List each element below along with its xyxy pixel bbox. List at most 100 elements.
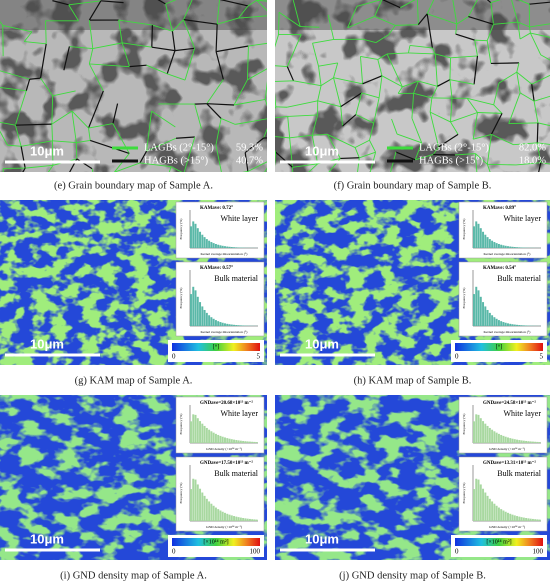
histogram-bar — [217, 244, 220, 248]
grain-boundary — [320, 77, 334, 87]
grain-boundary — [242, 171, 248, 172]
histogram-bar — [192, 414, 195, 443]
histogram-bar — [226, 323, 229, 326]
legend-label: HAGBs (>15°) — [419, 155, 484, 166]
grain-boundary — [0, 70, 30, 80]
histogram-bar — [212, 432, 215, 443]
histogram-bar — [248, 441, 251, 443]
histogram-bar — [237, 440, 240, 443]
histogram-bar — [520, 247, 523, 248]
histogram-bar — [497, 244, 500, 248]
grain-boundary — [0, 121, 16, 126]
histogram-bar — [504, 245, 507, 248]
histogram-bar — [201, 492, 204, 521]
grain-boundary — [516, 72, 521, 93]
grain-boundary — [381, 0, 401, 9]
grain-boundary — [233, 79, 248, 106]
histogram-bar — [214, 507, 217, 521]
histogram-bar — [244, 518, 247, 521]
grain-boundary — [411, 93, 415, 119]
histogram-bar — [244, 441, 247, 443]
grain-boundary — [311, 135, 319, 164]
grain-boundary — [529, 26, 531, 34]
histogram-bar — [217, 509, 220, 521]
grain-boundary — [362, 75, 383, 85]
grain-boundary — [437, 79, 451, 87]
grain-boundary — [395, 24, 419, 26]
grain-boundary — [317, 85, 322, 101]
histogram-bar — [482, 421, 485, 443]
histogram-bar — [491, 240, 494, 248]
grain-boundary — [165, 3, 173, 32]
grain-boundary — [450, 55, 478, 59]
histogram-bar — [201, 306, 204, 326]
grain-boundary — [129, 64, 147, 68]
grain-boundary — [278, 12, 280, 35]
grain-boundary — [312, 134, 328, 136]
histogram-bar — [208, 429, 211, 443]
histogram-bar — [497, 320, 500, 326]
grain-boundary — [438, 133, 459, 148]
histogram-bar — [527, 518, 530, 521]
grain-boundary — [184, 48, 196, 81]
grain-boundary — [386, 52, 409, 55]
grain-boundary — [511, 0, 519, 23]
grain-boundary — [76, 139, 91, 143]
grain-boundary — [466, 98, 478, 113]
histogram-bar — [493, 503, 496, 521]
grain-boundary — [0, 130, 8, 146]
grain-boundary — [287, 100, 318, 108]
grain-boundary — [247, 161, 267, 172]
grain-boundary — [312, 38, 334, 44]
inset-region: Bulk material — [497, 274, 542, 283]
grain-boundary — [152, 24, 173, 32]
grain-boundary — [333, 77, 363, 85]
colorbar-unit: [×10¹⁴ m²] — [486, 539, 511, 545]
grain-boundary — [340, 92, 363, 108]
histogram-bar — [482, 231, 485, 248]
grain-boundary — [286, 34, 302, 67]
grain-boundary — [486, 0, 492, 4]
legend-label: LAGBs (2°-15°) — [144, 142, 214, 153]
grain-boundary — [455, 23, 458, 35]
histogram-bar — [493, 242, 496, 248]
grain-boundary — [0, 87, 27, 92]
micrograph — [275, 0, 550, 179]
grain-boundary — [206, 103, 235, 106]
histogram-bar — [477, 479, 480, 521]
histogram-bar — [196, 484, 199, 521]
grain-boundary — [318, 62, 338, 67]
grain-boundary — [493, 21, 518, 25]
histogram-bar — [536, 519, 539, 521]
histogram-bar — [520, 517, 523, 521]
grain-boundary — [63, 46, 70, 71]
histogram-bar — [205, 312, 208, 326]
histogram-bar — [509, 246, 512, 248]
histogram-bar — [224, 246, 226, 248]
grain-boundary — [317, 100, 341, 108]
histogram-bar — [199, 488, 202, 521]
grain-boundary — [51, 110, 73, 125]
grain-boundary — [20, 146, 26, 169]
grain-boundary — [247, 171, 249, 172]
grain-boundary — [429, 97, 433, 113]
grain-boundary — [498, 71, 518, 84]
grain-boundary — [477, 173, 493, 179]
histogram-bar — [486, 495, 489, 521]
grain-boundary — [536, 122, 539, 143]
histogram-bar — [226, 438, 229, 443]
grain-boundary — [531, 74, 550, 85]
grain-boundary — [215, 118, 222, 146]
grain-boundary — [29, 77, 41, 80]
histogram-bar — [484, 234, 487, 248]
grain-boundary — [21, 140, 53, 147]
histogram-bar — [493, 317, 496, 326]
histogram-bar — [255, 442, 258, 443]
histogram-bar — [228, 514, 231, 521]
grain-boundary — [47, 165, 54, 172]
histogram-bar — [534, 441, 537, 443]
grain-boundary — [356, 0, 382, 7]
histogram-bar — [511, 324, 514, 326]
histogram-bar — [210, 503, 213, 521]
histogram-bar — [491, 315, 494, 326]
